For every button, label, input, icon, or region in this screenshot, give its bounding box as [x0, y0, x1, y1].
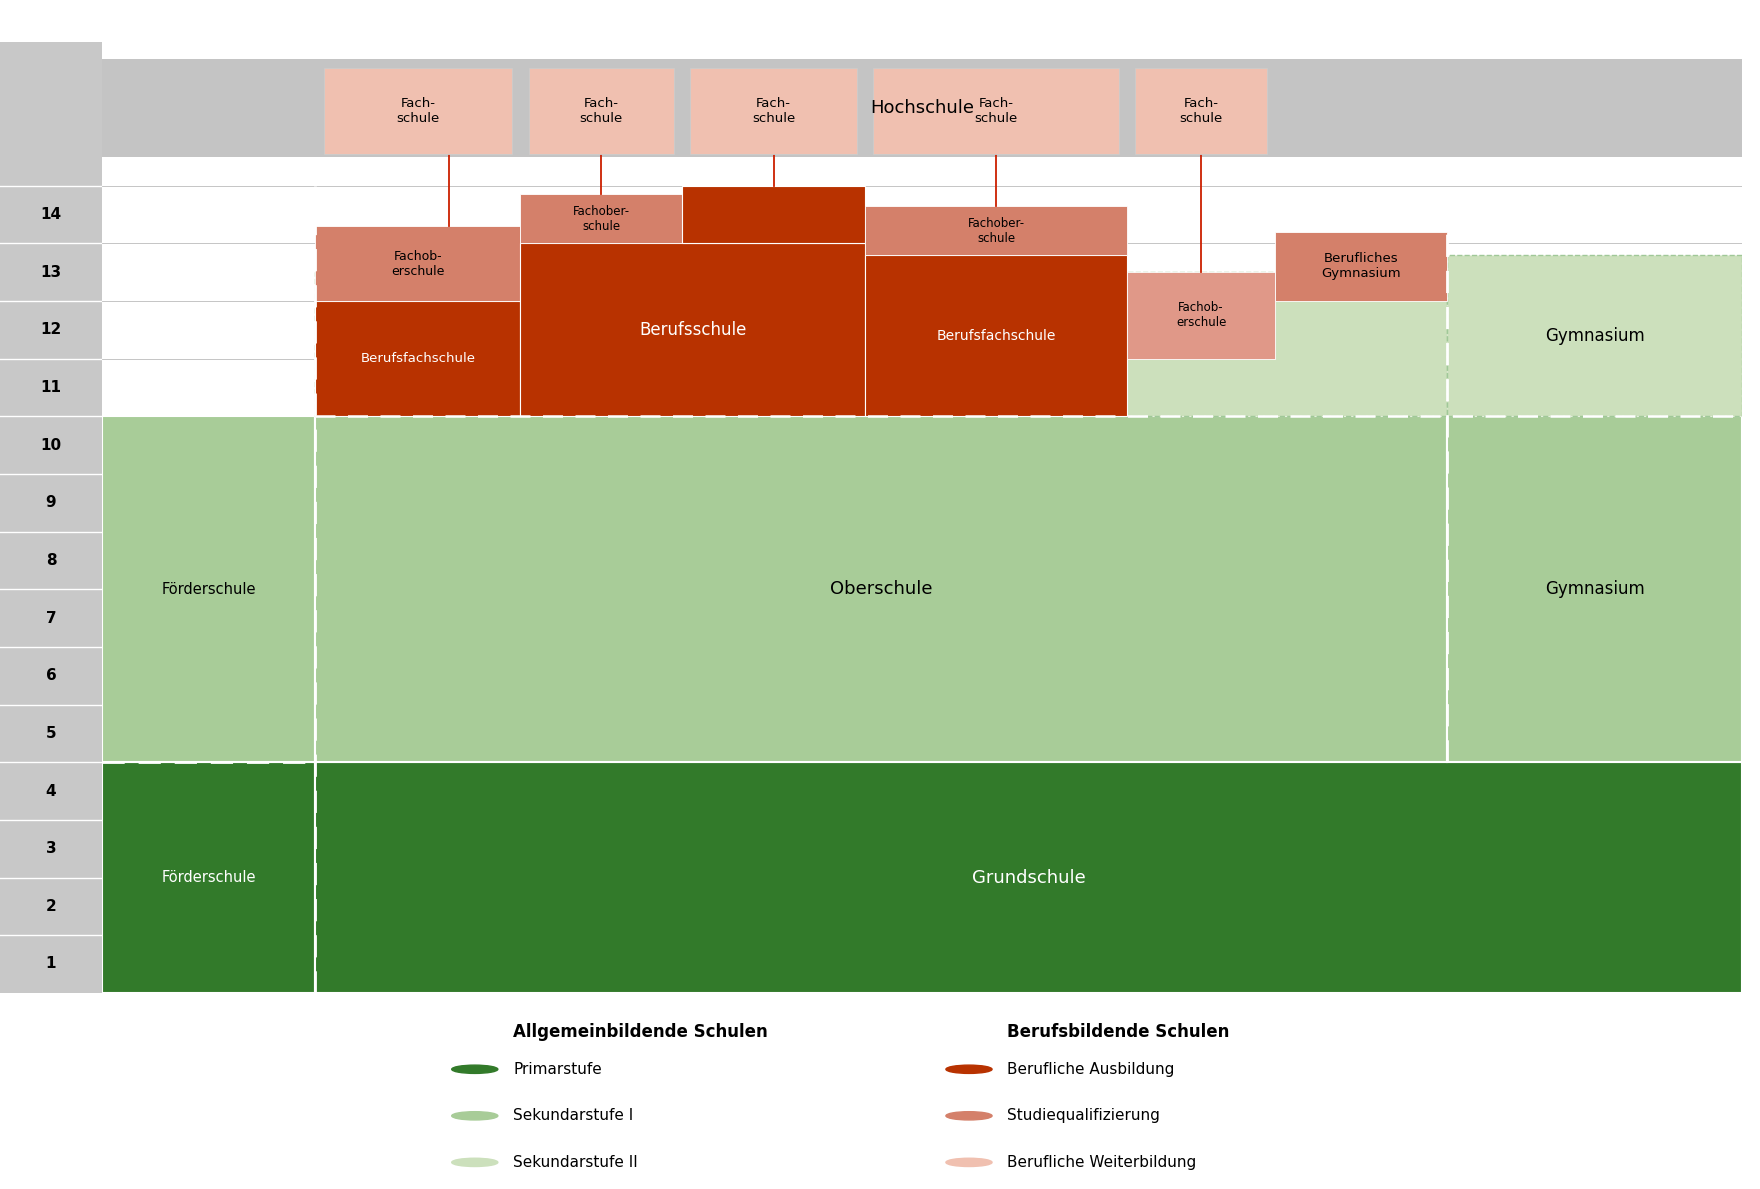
Bar [683, 185, 864, 244]
Bar [521, 244, 864, 416]
Text: 9: 9 [46, 496, 56, 510]
Text: Fachober-
schule: Fachober- schule [968, 216, 1024, 245]
Ellipse shape [945, 1065, 993, 1074]
Text: Fachober-
schule: Fachober- schule [572, 206, 630, 233]
Text: 11: 11 [40, 380, 62, 395]
Text: Primarstufe: Primarstufe [514, 1062, 602, 1077]
Bar [864, 206, 1128, 254]
Text: Berufliche Ausbildung: Berufliche Ausbildung [1007, 1062, 1174, 1077]
Bar [315, 272, 1447, 416]
Bar [873, 68, 1119, 155]
Text: Förderschule: Förderschule [162, 581, 255, 597]
Text: 12: 12 [40, 322, 62, 338]
Text: Fach-
schule: Fach- schule [396, 96, 440, 125]
Text: Hochschule: Hochschule [869, 99, 975, 117]
Text: 14: 14 [40, 207, 62, 222]
Bar [0, 42, 102, 185]
Bar [324, 68, 512, 155]
Text: Fachob-
erschule: Fachob- erschule [1176, 302, 1227, 329]
Bar [521, 194, 683, 244]
Text: 7: 7 [46, 611, 56, 625]
Text: Berufsschule: Berufsschule [639, 321, 746, 339]
Text: 8: 8 [46, 553, 56, 568]
Text: Fach-
schule: Fach- schule [752, 96, 796, 125]
Text: 1: 1 [46, 956, 56, 971]
Bar [1274, 232, 1447, 301]
Text: Allgemeinbildende Schulen: Allgemeinbildende Schulen [514, 1023, 767, 1040]
Text: 13: 13 [40, 265, 62, 279]
Text: Berufsfachschule: Berufsfachschule [936, 328, 1056, 342]
Text: Fach-
schule: Fach- schule [1179, 96, 1223, 125]
Bar [864, 254, 1128, 416]
Text: Berufsfachschule: Berufsfachschule [361, 352, 475, 365]
Ellipse shape [945, 1158, 993, 1166]
Bar [1128, 272, 1274, 359]
Text: 5: 5 [46, 726, 56, 741]
Bar [102, 416, 315, 762]
Bar [1447, 254, 1742, 416]
Text: Studiequalifizierung: Studiequalifizierung [1007, 1108, 1160, 1124]
Bar [315, 416, 1447, 762]
Text: Fach-
schule: Fach- schule [975, 96, 1017, 125]
Text: Oberschule: Oberschule [831, 580, 933, 598]
Ellipse shape [945, 1112, 993, 1120]
Bar [102, 59, 1742, 157]
Text: 3: 3 [46, 841, 56, 856]
Ellipse shape [452, 1158, 498, 1166]
Text: Berufliches
Gymnasium: Berufliches Gymnasium [1322, 252, 1401, 281]
Text: Sekundarstufe I: Sekundarstufe I [514, 1108, 634, 1124]
Bar [315, 226, 521, 301]
Text: Berufsbildende Schulen: Berufsbildende Schulen [1007, 1023, 1230, 1040]
Text: Förderschule: Förderschule [162, 870, 255, 885]
Text: Fachob-
erschule: Fachob- erschule [391, 250, 445, 277]
Bar [1135, 68, 1267, 155]
Text: 2: 2 [46, 899, 56, 914]
Bar [315, 762, 1742, 993]
Text: Grundschule: Grundschule [972, 868, 1086, 887]
Text: 6: 6 [46, 668, 56, 684]
Bar [690, 68, 857, 155]
Text: 10: 10 [40, 438, 62, 453]
Text: Sekundarstufe II: Sekundarstufe II [514, 1155, 637, 1170]
Text: Fach-
schule: Fach- schule [579, 96, 623, 125]
Text: Berufliche Weiterbildung: Berufliche Weiterbildung [1007, 1155, 1197, 1170]
Text: Gymnasium: Gymnasium [1545, 327, 1644, 345]
Bar [102, 157, 1742, 185]
Text: 4: 4 [46, 784, 56, 799]
Ellipse shape [452, 1112, 498, 1120]
Bar [315, 301, 521, 416]
Bar [528, 68, 674, 155]
Bar [1447, 416, 1742, 762]
Text: Gymnasium: Gymnasium [1545, 580, 1644, 598]
Bar [102, 762, 315, 993]
Ellipse shape [452, 1065, 498, 1074]
